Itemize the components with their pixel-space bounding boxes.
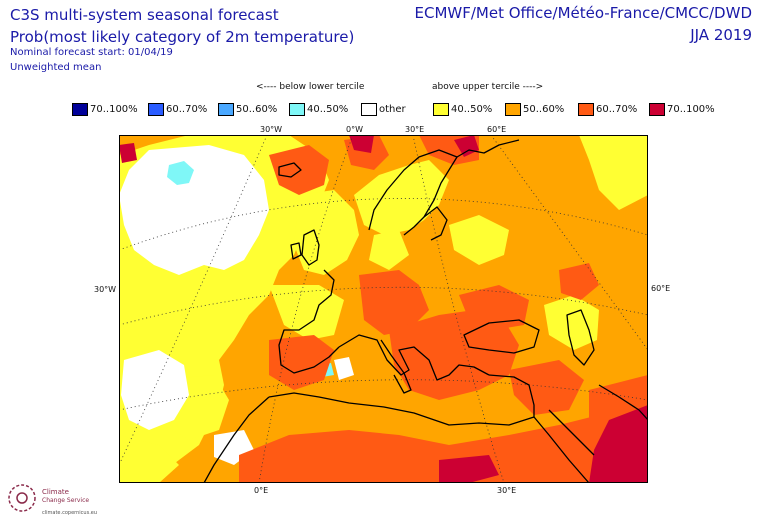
norway-sea-darkred — [349, 135, 374, 153]
legend-item: 60..70% — [148, 101, 207, 117]
legend-swatch — [433, 102, 449, 116]
balkans-redorange — [389, 310, 519, 400]
legend-swatch — [361, 102, 377, 116]
season-label: JJA 2019 — [690, 26, 752, 44]
europe-west-coast — [278, 269, 340, 374]
legend-above-heading: above upper tercile ----> — [432, 82, 544, 92]
sahara-darkred — [439, 455, 499, 483]
british-isles — [290, 229, 320, 266]
central-europe-redorange — [359, 270, 429, 335]
legend-below-heading: <---- below lower tercile — [256, 82, 365, 92]
med-other — [334, 357, 354, 380]
west-africa-coast — [203, 396, 270, 483]
axis-label-top: 30°E — [405, 125, 425, 134]
tropical-atlantic-other — [121, 350, 189, 430]
logo-center — [16, 492, 28, 504]
centres-label: ECMWF/Met Office/Météo-France/CMCC/DWD — [414, 4, 753, 22]
northeast-yellow — [579, 135, 648, 210]
meridian-30w — [119, 135, 268, 466]
meridian-60e — [490, 135, 648, 351]
legend-item: 40..50% — [289, 101, 348, 117]
central-atlantic-yellow — [294, 190, 359, 275]
legend-label: 50..60% — [236, 103, 278, 115]
axis-label-top: 60°E — [487, 125, 507, 134]
baltic-yellow — [369, 230, 409, 270]
ukraine-redorange — [459, 285, 529, 330]
axis-label-bottom: 0°E — [254, 486, 269, 495]
coastlines — [203, 139, 648, 483]
nominal-start-label: Nominal forecast start: 01/04/19 — [10, 47, 173, 58]
legend-item: 60..70% — [578, 101, 637, 117]
forecast-map — [119, 135, 648, 483]
legend-label: 70..100% — [90, 103, 138, 115]
logo-text-service: Change Service — [42, 497, 90, 504]
legend-swatch — [289, 102, 305, 116]
caspian-sea — [566, 309, 595, 366]
axis-label-bottom: 30°E — [497, 486, 517, 495]
north-africa-coast — [268, 392, 535, 426]
legend-item: 50..60% — [505, 101, 564, 117]
meridian-0 — [258, 135, 354, 483]
mean-type-label: Unweighted mean — [10, 62, 102, 73]
north-atlantic-other — [119, 145, 269, 275]
persian-gulf — [598, 384, 648, 421]
legend-item: 70..100% — [72, 101, 138, 117]
logo-ring — [8, 484, 36, 512]
legend-label: 40..50% — [451, 103, 493, 115]
chart-title: C3S multi-system seasonal forecast — [10, 6, 279, 24]
meridian-30e — [412, 135, 505, 483]
iberia-west-yellow — [269, 285, 344, 340]
black-sea — [463, 319, 540, 354]
legend-swatch — [505, 102, 521, 116]
finland-coast — [423, 206, 448, 241]
italy — [380, 339, 412, 394]
chart-subtitle: Prob(most likely category of 2m temperat… — [10, 28, 355, 46]
red-sea — [533, 409, 595, 483]
map-frame — [119, 135, 648, 483]
legend-item: 50..60% — [218, 101, 277, 117]
logo-text-climate: Climate — [42, 488, 69, 496]
legend-item: 70..100% — [649, 101, 715, 117]
legend-label: 50..60% — [523, 103, 565, 115]
greenland-sea-cyan — [167, 161, 194, 185]
caspian-redorange — [559, 263, 599, 300]
copernicus-logo — [8, 484, 36, 512]
legend-item: 40..50% — [433, 101, 492, 117]
logo-text-url: climate.copernicus.eu — [42, 510, 98, 516]
legend-label: 40..50% — [307, 103, 349, 115]
arctic-coast — [456, 139, 520, 158]
caspian-yellow — [544, 295, 599, 350]
legend-label: 60..70% — [596, 103, 638, 115]
eastern-europe-yellow — [449, 215, 509, 265]
legend-swatch — [578, 102, 594, 116]
axis-label-right: 60°E — [651, 284, 671, 293]
legend-label: 60..70% — [166, 103, 208, 115]
legend-swatch — [218, 102, 234, 116]
east-med-coast — [488, 374, 535, 417]
axis-label-top: 0°W — [346, 125, 363, 134]
legend-label: 70..100% — [667, 103, 715, 115]
legend-swatch — [72, 102, 88, 116]
mediterranean-north — [338, 334, 490, 381]
legend-swatch — [649, 102, 665, 116]
iberia-redorange — [269, 335, 334, 390]
legend-item: other — [361, 101, 406, 117]
greenland-redorange — [269, 145, 329, 195]
legend-label: other — [379, 103, 406, 115]
east-med-redorange — [509, 360, 584, 415]
parallel-30n — [119, 379, 648, 411]
iceland — [278, 162, 302, 178]
legend-swatch — [148, 102, 164, 116]
axis-label-left: 30°W — [94, 285, 117, 294]
axis-label-top: 30°W — [260, 125, 283, 134]
south-atlantic-yellow — [119, 435, 179, 483]
north-africa-redorange — [239, 405, 648, 483]
russia-north-darkred — [454, 135, 479, 157]
arabia-darkred — [589, 405, 648, 483]
atlantic-darkred-spot — [119, 143, 137, 163]
